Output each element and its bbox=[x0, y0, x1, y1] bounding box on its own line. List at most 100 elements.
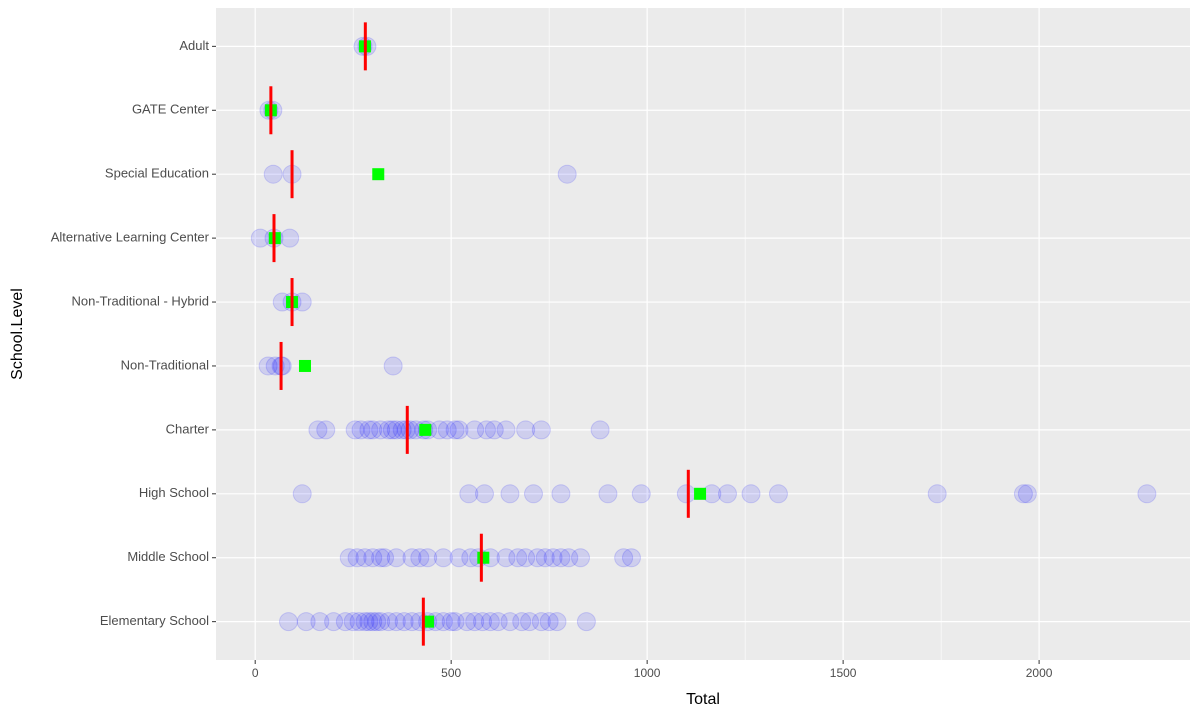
point bbox=[410, 548, 430, 568]
point bbox=[343, 612, 363, 632]
point bbox=[473, 612, 493, 632]
point bbox=[459, 484, 479, 504]
y-tick-label: Non-Traditional - Hybrid bbox=[71, 293, 209, 308]
point bbox=[418, 548, 438, 568]
point bbox=[355, 548, 375, 568]
point bbox=[402, 612, 422, 632]
point bbox=[296, 612, 316, 632]
point bbox=[345, 420, 365, 440]
point bbox=[386, 612, 406, 632]
point bbox=[347, 548, 367, 568]
point bbox=[488, 612, 508, 632]
point bbox=[292, 484, 312, 504]
point bbox=[363, 420, 383, 440]
y-tick-label: Elementary School bbox=[100, 613, 209, 628]
point bbox=[551, 548, 571, 568]
point bbox=[539, 612, 559, 632]
point bbox=[465, 420, 485, 440]
y-tick-label: Charter bbox=[166, 421, 210, 436]
point bbox=[676, 484, 696, 504]
point bbox=[351, 420, 371, 440]
point bbox=[316, 420, 336, 440]
point bbox=[531, 612, 551, 632]
point bbox=[927, 484, 947, 504]
point bbox=[279, 612, 299, 632]
point bbox=[457, 612, 477, 632]
point bbox=[371, 548, 391, 568]
point bbox=[258, 356, 278, 376]
y-tick-label: High School bbox=[139, 485, 209, 500]
point bbox=[371, 420, 391, 440]
mean-marker bbox=[694, 487, 707, 500]
point bbox=[1017, 484, 1037, 504]
x-tick-label: 1500 bbox=[830, 666, 857, 680]
point bbox=[535, 548, 555, 568]
point bbox=[437, 420, 457, 440]
point bbox=[363, 612, 383, 632]
point bbox=[551, 484, 571, 504]
point bbox=[359, 420, 379, 440]
y-tick-label: Non-Traditional bbox=[121, 357, 210, 372]
point bbox=[449, 420, 469, 440]
point bbox=[1013, 484, 1033, 504]
point bbox=[1137, 484, 1157, 504]
point bbox=[263, 164, 283, 184]
point bbox=[516, 548, 536, 568]
point bbox=[571, 548, 591, 568]
point bbox=[280, 228, 300, 248]
x-tick-label: 500 bbox=[441, 666, 461, 680]
point bbox=[441, 612, 461, 632]
point bbox=[531, 420, 551, 440]
point bbox=[371, 612, 391, 632]
mean-marker bbox=[477, 551, 490, 564]
point bbox=[512, 612, 532, 632]
point bbox=[378, 420, 398, 440]
point bbox=[386, 548, 406, 568]
point bbox=[355, 612, 375, 632]
point bbox=[386, 420, 406, 440]
point bbox=[576, 612, 596, 632]
point bbox=[394, 612, 414, 632]
point bbox=[363, 548, 383, 568]
point bbox=[621, 548, 641, 568]
mean-marker bbox=[372, 168, 385, 181]
point bbox=[543, 548, 563, 568]
point bbox=[308, 420, 328, 440]
x-tick-label: 2000 bbox=[1026, 666, 1053, 680]
point bbox=[310, 612, 330, 632]
point bbox=[449, 548, 469, 568]
point bbox=[433, 612, 453, 632]
y-tick-label: Special Education bbox=[105, 166, 209, 181]
point bbox=[768, 484, 788, 504]
point bbox=[496, 548, 516, 568]
point bbox=[516, 420, 536, 440]
point bbox=[523, 484, 543, 504]
point bbox=[520, 612, 540, 632]
point bbox=[557, 164, 577, 184]
point bbox=[445, 420, 465, 440]
point bbox=[382, 420, 402, 440]
point bbox=[717, 484, 737, 504]
point bbox=[559, 548, 579, 568]
x-axis-label: Total bbox=[686, 691, 720, 708]
point bbox=[400, 420, 420, 440]
mean-marker bbox=[419, 423, 432, 436]
point bbox=[598, 484, 618, 504]
point bbox=[631, 484, 651, 504]
y-axis-label: School.Level bbox=[9, 288, 26, 380]
point bbox=[367, 612, 387, 632]
point bbox=[496, 420, 516, 440]
point bbox=[465, 612, 485, 632]
x-tick-label: 0 bbox=[252, 666, 259, 680]
point bbox=[339, 548, 359, 568]
mean-marker bbox=[298, 359, 311, 372]
point bbox=[590, 420, 610, 440]
x-tick-label: 1000 bbox=[634, 666, 661, 680]
y-tick-label: Alternative Learning Center bbox=[51, 230, 210, 245]
point bbox=[378, 612, 398, 632]
mean-marker bbox=[422, 615, 435, 628]
point bbox=[480, 612, 500, 632]
point bbox=[508, 548, 528, 568]
point bbox=[547, 612, 567, 632]
